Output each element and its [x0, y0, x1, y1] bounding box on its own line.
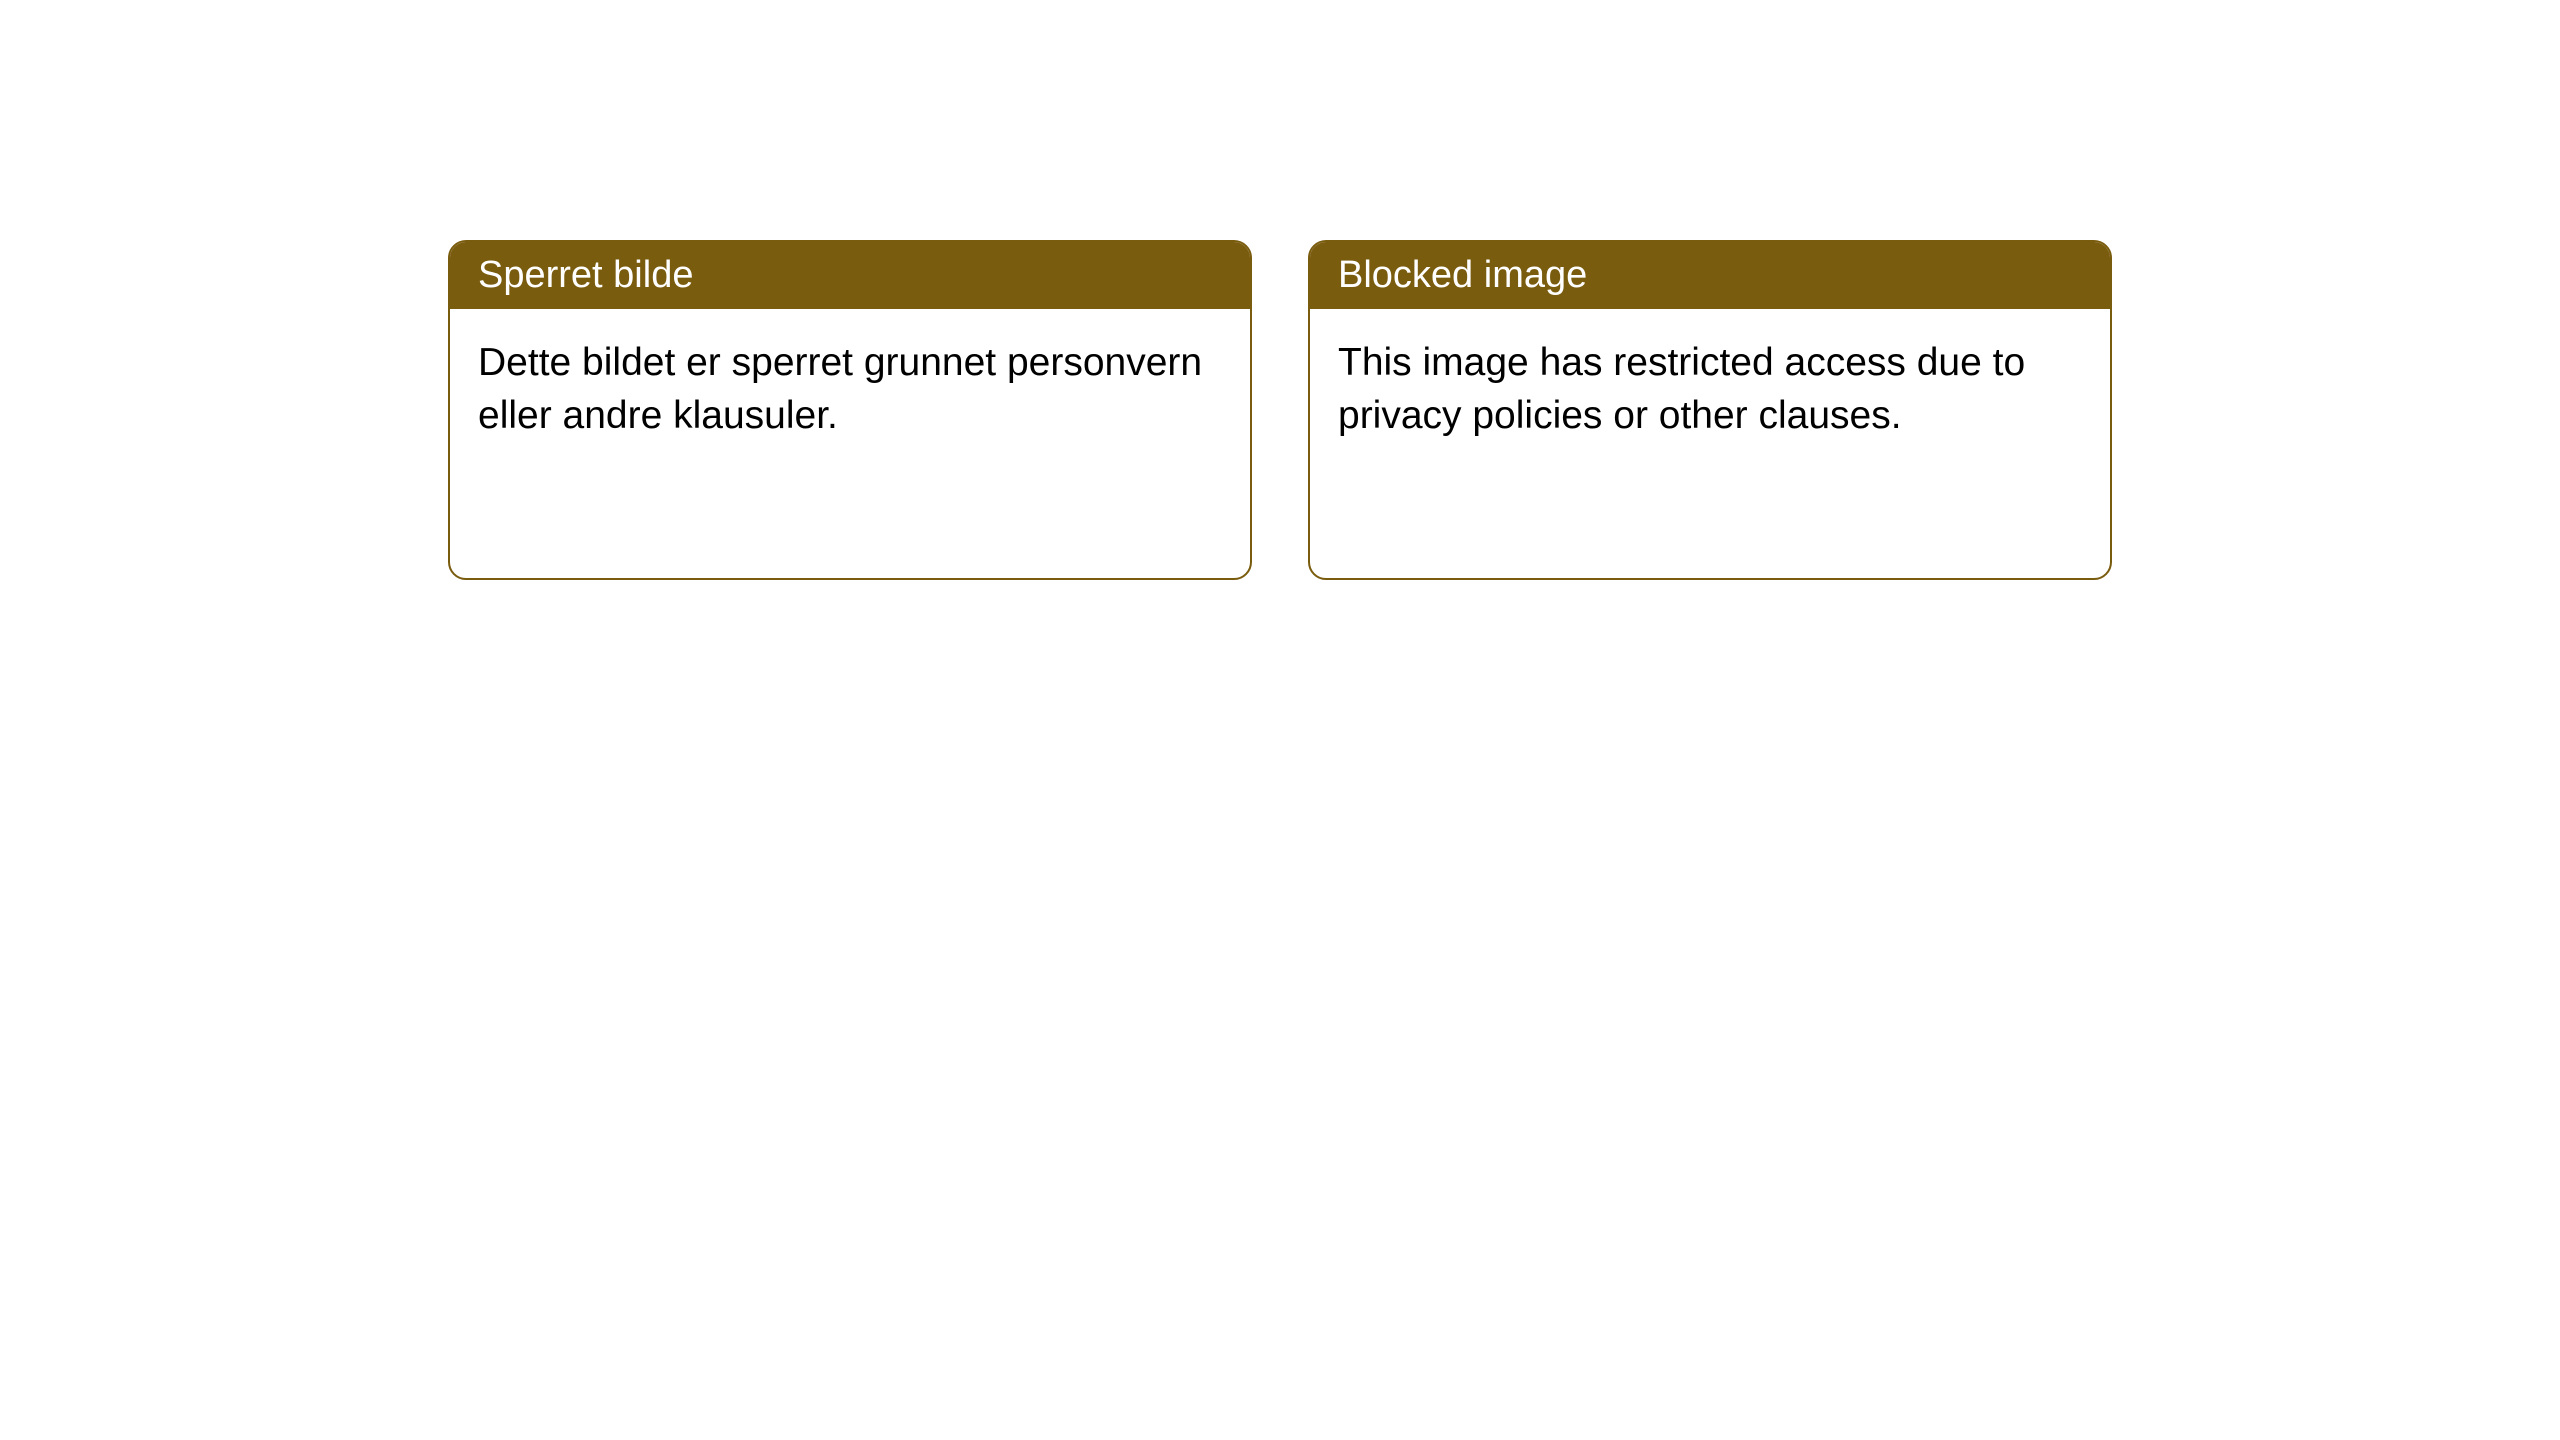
- notice-card-header: Blocked image: [1310, 242, 2110, 309]
- notice-card-english: Blocked image This image has restricted …: [1308, 240, 2112, 580]
- notice-card-norwegian: Sperret bilde Dette bildet er sperret gr…: [448, 240, 1252, 580]
- notice-card-body: Dette bildet er sperret grunnet personve…: [450, 309, 1250, 470]
- notice-card-header: Sperret bilde: [450, 242, 1250, 309]
- notice-card-body: This image has restricted access due to …: [1310, 309, 2110, 470]
- notice-cards-container: Sperret bilde Dette bildet er sperret gr…: [448, 240, 2112, 580]
